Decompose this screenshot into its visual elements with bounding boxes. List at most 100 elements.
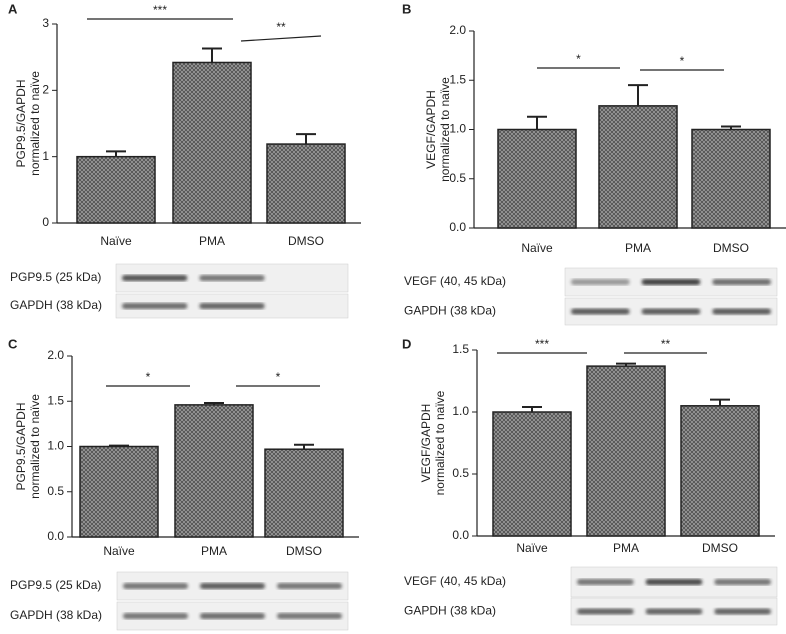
y-tick-label: 2 bbox=[42, 83, 49, 97]
significance-label: * bbox=[146, 370, 151, 384]
y-axis-label: normalized to naïve bbox=[28, 71, 42, 176]
x-tick-label: DMSO bbox=[713, 241, 749, 255]
error-bar bbox=[710, 398, 730, 406]
significance-label: * bbox=[680, 54, 685, 68]
y-tick-label: 0.5 bbox=[47, 484, 64, 498]
blot-band bbox=[714, 579, 771, 585]
y-tick-label: 0.5 bbox=[449, 171, 466, 185]
y-tick-label: 1.0 bbox=[47, 439, 64, 453]
bar bbox=[174, 404, 254, 538]
error-bar bbox=[721, 125, 741, 130]
bar bbox=[79, 445, 159, 538]
y-tick-label: 0.0 bbox=[47, 529, 64, 543]
bar bbox=[497, 128, 577, 229]
y-tick-label: 3 bbox=[42, 16, 49, 30]
blot-band bbox=[645, 579, 703, 585]
blot-label: PGP9.5 (25 kDa) bbox=[10, 578, 101, 592]
x-tick-label: Naïve bbox=[516, 541, 548, 555]
blot-label: GAPDH (38 kDa) bbox=[10, 298, 102, 312]
blot-band bbox=[577, 579, 634, 585]
y-axis-label: PGP9.5/GAPDH bbox=[14, 402, 28, 490]
bar bbox=[598, 105, 678, 229]
x-tick-label: Naïve bbox=[103, 544, 135, 558]
blot-band bbox=[571, 279, 630, 285]
bar bbox=[586, 365, 666, 537]
error-bar bbox=[294, 443, 314, 450]
x-tick-label: PMA bbox=[625, 241, 651, 255]
significance-label: ** bbox=[276, 20, 286, 34]
y-tick-label: 0 bbox=[42, 215, 49, 229]
x-tick-label: DMSO bbox=[288, 234, 324, 248]
y-axis-label: VEGF/GAPDH bbox=[419, 404, 433, 483]
blot-label: GAPDH (38 kDa) bbox=[404, 304, 496, 318]
significance-label: * bbox=[576, 52, 581, 66]
blot-band bbox=[277, 613, 342, 619]
blot-label: PGP9.5 (25 kDa) bbox=[10, 270, 101, 284]
significance-line bbox=[240, 35, 322, 42]
blot-band bbox=[199, 275, 265, 281]
blot-band bbox=[200, 583, 265, 589]
x-tick-label: DMSO bbox=[286, 544, 322, 558]
y-tick-label: 0.0 bbox=[449, 220, 466, 234]
y-tick-label: 0.0 bbox=[452, 528, 469, 542]
x-tick-label: PMA bbox=[199, 234, 225, 248]
panel-label: D bbox=[402, 336, 411, 351]
blot-band bbox=[641, 308, 701, 315]
x-tick-label: Naïve bbox=[521, 241, 553, 255]
bar bbox=[492, 411, 572, 537]
blot-band bbox=[712, 308, 771, 315]
error-bar bbox=[527, 115, 547, 130]
blot-label: VEGF (40, 45 kDa) bbox=[404, 274, 506, 288]
error-bar bbox=[204, 402, 224, 405]
y-tick-label: 2.0 bbox=[449, 23, 466, 37]
error-bar bbox=[106, 150, 126, 157]
panel-label: B bbox=[402, 1, 411, 16]
y-axis-label: VEGF/GAPDH bbox=[424, 90, 438, 169]
blot-label: VEGF (40, 45 kDa) bbox=[404, 574, 506, 588]
x-tick-label: DMSO bbox=[702, 541, 738, 555]
error-bar bbox=[109, 444, 129, 447]
blot-band bbox=[714, 608, 771, 615]
x-tick-label: PMA bbox=[613, 541, 639, 555]
y-tick-label: 1.5 bbox=[452, 342, 469, 356]
y-tick-label: 1.0 bbox=[452, 404, 469, 418]
y-tick-label: 1.5 bbox=[449, 72, 466, 86]
panel-label: A bbox=[8, 1, 18, 16]
blot-band bbox=[571, 308, 630, 315]
bar bbox=[76, 155, 156, 224]
error-bar bbox=[616, 362, 636, 367]
blot-band bbox=[123, 583, 188, 589]
y-tick-label: 2.0 bbox=[47, 348, 64, 362]
x-tick-label: PMA bbox=[201, 544, 227, 558]
blot-band bbox=[641, 279, 701, 285]
y-tick-label: 1.0 bbox=[449, 122, 466, 136]
bar bbox=[264, 448, 344, 538]
x-tick-label: Naïve bbox=[100, 234, 132, 248]
blot-band bbox=[122, 303, 188, 309]
error-bar bbox=[628, 84, 648, 106]
y-tick-label: 1 bbox=[42, 149, 49, 163]
y-tick-label: 1.5 bbox=[47, 393, 64, 407]
y-axis-label: normalized to naïve bbox=[28, 394, 42, 499]
blot-band bbox=[199, 303, 265, 309]
blot-label: GAPDH (38 kDa) bbox=[404, 604, 496, 618]
significance-label: *** bbox=[153, 3, 167, 17]
significance-label: ** bbox=[661, 337, 671, 351]
y-axis-label: normalized to naïve bbox=[433, 390, 447, 495]
error-bar bbox=[296, 133, 316, 145]
y-axis-label: PGP9.5/GAPDH bbox=[14, 79, 28, 167]
bar bbox=[266, 143, 346, 224]
blot-band bbox=[200, 613, 265, 619]
error-bar bbox=[522, 406, 542, 412]
blot-label: GAPDH (38 kDa) bbox=[10, 608, 102, 622]
significance-label: *** bbox=[535, 337, 549, 351]
blot-band bbox=[122, 275, 188, 281]
blot-band bbox=[123, 613, 188, 619]
y-tick-label: 0.5 bbox=[452, 466, 469, 480]
y-axis-label: normalized to naïve bbox=[438, 77, 452, 182]
blot-band bbox=[712, 279, 771, 285]
error-bar bbox=[202, 47, 222, 63]
panel-label: C bbox=[8, 336, 18, 351]
blot-band bbox=[645, 608, 703, 615]
bar bbox=[680, 405, 760, 537]
